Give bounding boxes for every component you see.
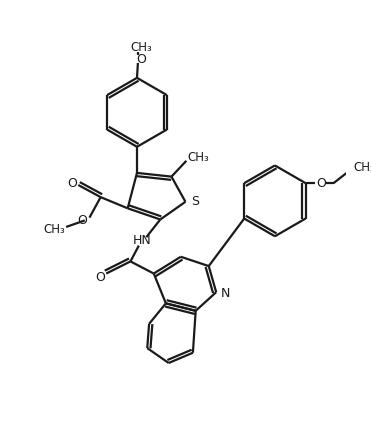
Text: CH₃: CH₃ [43,223,65,236]
Text: O: O [67,177,77,190]
Text: S: S [191,195,199,208]
Text: O: O [95,271,105,284]
Text: HN: HN [132,235,151,247]
Text: CH₃: CH₃ [188,151,209,164]
Text: O: O [137,53,147,66]
Text: O: O [316,177,326,190]
Text: CH₃: CH₃ [354,161,371,174]
Text: N: N [221,286,230,300]
Text: CH₃: CH₃ [131,41,152,54]
Text: O: O [77,214,87,227]
